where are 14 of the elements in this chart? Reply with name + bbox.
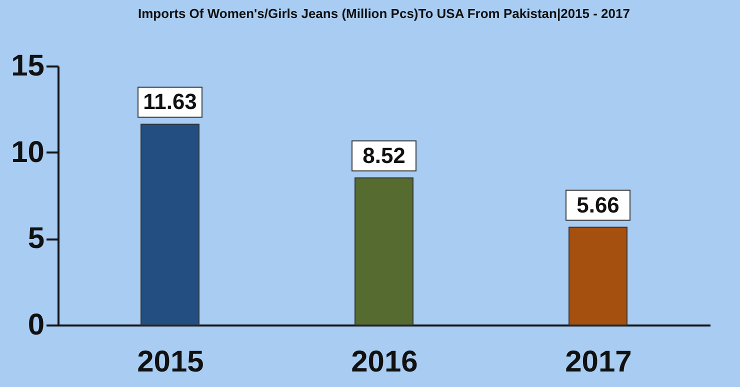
y-tick-label: 15: [11, 50, 44, 82]
y-tick-label: 10: [11, 136, 44, 169]
x-tick-label: 2017: [565, 346, 632, 378]
x-tick-label: 2015: [137, 346, 204, 378]
y-tick-label: 5: [28, 222, 44, 256]
data-label: 11.63: [143, 89, 197, 114]
bar: [140, 124, 200, 326]
bar: [568, 226, 628, 326]
data-label: 5.66: [576, 192, 620, 218]
chart-title: Imports Of Women's/Girls Jeans (Million Pcs)To USA From Pakistan|2015 - 2017: [138, 6, 630, 21]
x-tick-label: 2016: [351, 346, 418, 378]
data-label: 8.52: [362, 142, 406, 168]
y-tick-label: 0: [28, 308, 44, 342]
bar: [354, 177, 414, 326]
